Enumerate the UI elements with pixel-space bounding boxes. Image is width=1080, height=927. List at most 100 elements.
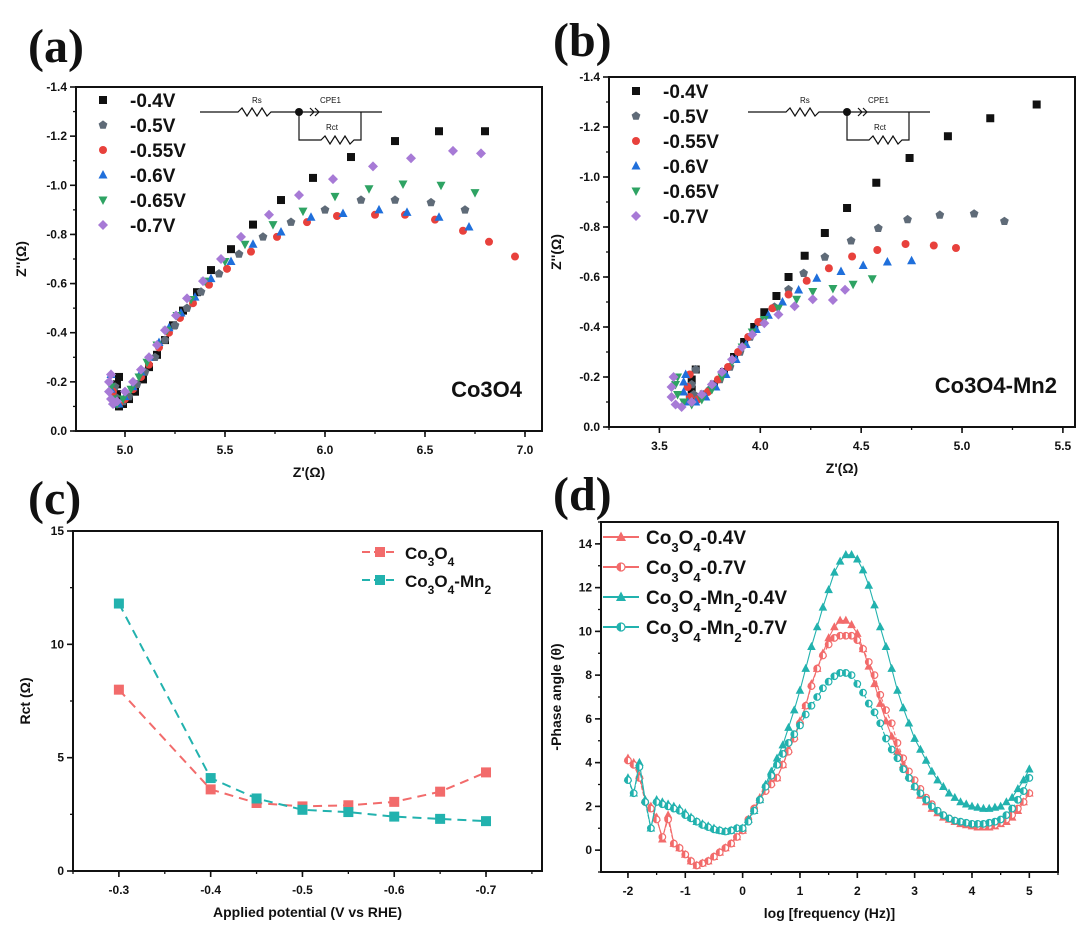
data-point <box>744 817 753 826</box>
data-point <box>820 252 830 261</box>
data-point <box>721 827 730 836</box>
data-point <box>893 754 902 763</box>
data-point <box>824 585 833 594</box>
legend-label: -0.6V <box>663 157 709 178</box>
data-point <box>916 789 925 798</box>
data-point <box>120 386 130 397</box>
data-point <box>675 806 684 815</box>
y-tick-label: 10 <box>579 624 593 638</box>
data-point <box>732 833 741 841</box>
data-point <box>658 833 667 841</box>
data-point <box>872 178 881 187</box>
data-point <box>670 399 681 410</box>
chart-a: 5.0 5.5 6.0 6.5 7.0 0.0 -0.2 -0.4 -0.6 -0.8 -1.0 -1… <box>13 80 543 480</box>
x-tick-label: -0.6 <box>384 883 405 897</box>
data-point <box>435 813 446 824</box>
y-tick-label: -1.4 <box>46 80 67 94</box>
data-point <box>196 287 206 296</box>
legend-marker <box>98 120 108 129</box>
data-point <box>858 565 868 574</box>
data-point <box>772 292 781 300</box>
series-line <box>627 635 1030 867</box>
y-tick-label: -1.2 <box>579 120 600 134</box>
y-tick-label: -0.6 <box>579 270 600 284</box>
data-point <box>864 580 874 589</box>
legend-marker <box>616 531 626 541</box>
data-point <box>951 244 960 252</box>
x-tick-label: -2 <box>623 884 634 898</box>
data-point <box>389 796 400 807</box>
legend-label: Co3O4-Mn2-0.4V <box>646 588 787 615</box>
data-point <box>864 658 873 666</box>
x-tick-label: 5 <box>1026 884 1033 898</box>
data-point <box>118 395 128 405</box>
y-axis-title: Z''(Ω) <box>13 241 29 277</box>
data-point <box>899 754 908 763</box>
data-point <box>671 381 681 390</box>
data-point <box>1032 100 1041 109</box>
circuit-inset-b: Rs CPE1 Rct <box>748 96 930 146</box>
data-point <box>160 325 170 336</box>
data-point <box>887 663 897 672</box>
data-point <box>206 273 216 283</box>
data-point <box>104 376 114 387</box>
data-point <box>794 285 804 294</box>
legend-label: -0.7V <box>663 207 709 228</box>
data-point <box>182 303 192 312</box>
circuit-rs-label: Rs <box>252 96 262 105</box>
data-point <box>1002 797 1011 806</box>
data-point <box>687 385 696 394</box>
data-point <box>846 236 856 245</box>
data-point <box>876 719 885 728</box>
circuit-rct-label: Rct <box>874 123 887 132</box>
data-point <box>800 251 809 260</box>
data-point <box>389 811 400 822</box>
series-Co3O4-0.4V <box>623 615 1034 869</box>
data-point <box>1008 804 1017 813</box>
legend-label: -0.5V <box>663 107 709 128</box>
legend-marker <box>99 146 107 154</box>
data-point <box>870 600 879 609</box>
data-point <box>830 672 839 681</box>
legend-marker <box>616 562 626 572</box>
data-point <box>214 269 224 278</box>
data-point <box>962 818 971 827</box>
data-point <box>715 848 724 857</box>
data-point <box>813 693 822 701</box>
data-point <box>1025 764 1034 773</box>
y-tick-label: -0.6 <box>46 277 67 291</box>
x-tick-label: 5.0 <box>117 443 134 457</box>
data-point <box>635 763 644 771</box>
data-point <box>882 734 890 743</box>
data-point <box>784 722 793 731</box>
data-point <box>675 844 684 852</box>
data-point <box>697 396 707 405</box>
data-point <box>905 774 913 782</box>
data-point <box>898 703 908 712</box>
data-point <box>193 288 201 297</box>
data-point <box>824 640 833 649</box>
data-point <box>858 260 868 269</box>
data-point <box>761 782 770 791</box>
y-tick-label: -1.2 <box>46 129 67 143</box>
y-tick-label: 14 <box>579 537 593 551</box>
x-tick-label: 4.0 <box>752 439 769 453</box>
data-point <box>476 148 486 159</box>
data-point <box>664 815 672 824</box>
legend-label: -0.55V <box>663 132 719 153</box>
data-point <box>364 185 374 194</box>
data-point <box>727 839 736 848</box>
legend-marker <box>632 137 640 145</box>
data-point <box>801 710 810 719</box>
x-tick-label: 0 <box>739 884 746 898</box>
data-point <box>901 240 910 248</box>
legend-label: -0.55V <box>130 141 186 162</box>
series-Co3O4-Mn2 <box>113 598 492 827</box>
data-point <box>511 252 519 261</box>
y-tick-label: 0 <box>57 864 64 878</box>
legend-label: -0.5V <box>130 116 176 137</box>
data-point <box>789 301 800 312</box>
y-tick-label: -0.4 <box>46 326 67 340</box>
